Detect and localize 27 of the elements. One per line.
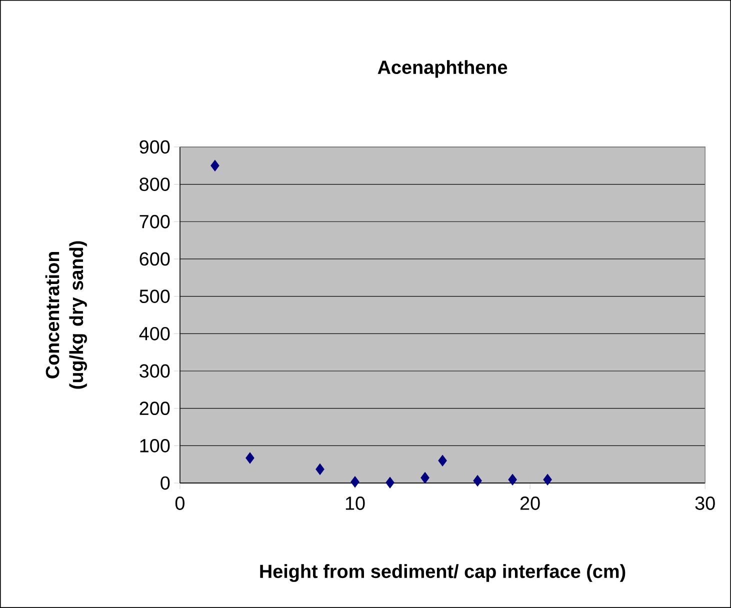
- point: [350, 476, 360, 488]
- y-tick-label: 800: [140, 178, 170, 191]
- y-axis-title: Concentration (ug/kg dry sand): [45, 241, 87, 389]
- x-tick-label: 0: [175, 496, 184, 510]
- y-tick-label: 600: [140, 252, 170, 266]
- point: [316, 463, 324, 475]
- x-tick-label: 30: [695, 496, 715, 510]
- point: [420, 472, 430, 484]
- y-tick-label: 700: [140, 214, 170, 228]
- point: [246, 452, 254, 464]
- y-tick-label: 400: [139, 326, 170, 340]
- point: [508, 474, 517, 486]
- y-tick-label: 200: [140, 402, 170, 416]
- y-tick-label: 100: [140, 438, 170, 452]
- point: [386, 476, 394, 488]
- y-tick-label: 300: [140, 364, 170, 378]
- y-tick-label: 0: [160, 476, 170, 490]
- x-axis-title: Height from sediment/ cap interface (cm): [260, 564, 626, 582]
- chart-title: Acenaphthene: [378, 60, 508, 78]
- point: [438, 454, 447, 466]
- point: [543, 474, 552, 486]
- point: [473, 475, 482, 487]
- y-tick-label: 500: [140, 290, 170, 304]
- x-tick-label: 10: [346, 496, 365, 510]
- x-tick-label: 20: [520, 496, 540, 510]
- y-tick-label: 900: [140, 140, 170, 154]
- point: [210, 160, 220, 172]
